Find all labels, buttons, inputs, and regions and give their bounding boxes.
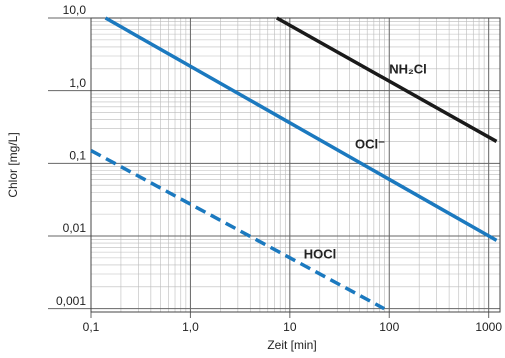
y-tick-label: 0,001 [56, 294, 86, 308]
series-line [275, 16, 498, 143]
series-label: OCl⁻ [355, 136, 385, 151]
series-label: HOCl [304, 246, 337, 261]
x-tick-label: 1000 [475, 320, 502, 334]
x-tick-label: 100 [379, 320, 399, 334]
series-label: NH₂Cl [389, 61, 427, 76]
y-tick-label: 1,0 [69, 76, 86, 90]
series-line [90, 149, 386, 311]
series-line [104, 16, 498, 242]
x-axis-label: Zeit [min] [267, 338, 316, 352]
y-tick-label: 0,01 [63, 221, 87, 235]
y-axis-label: Chlor [mg/L] [6, 132, 20, 197]
x-tick-label: 1,0 [182, 320, 199, 334]
x-tick-label: 0,1 [83, 320, 100, 334]
y-tick-label: 10,0 [63, 3, 87, 17]
y-tick-label: 0,1 [69, 149, 86, 163]
x-tick-label: 10 [283, 320, 297, 334]
plot-frame [90, 17, 501, 313]
